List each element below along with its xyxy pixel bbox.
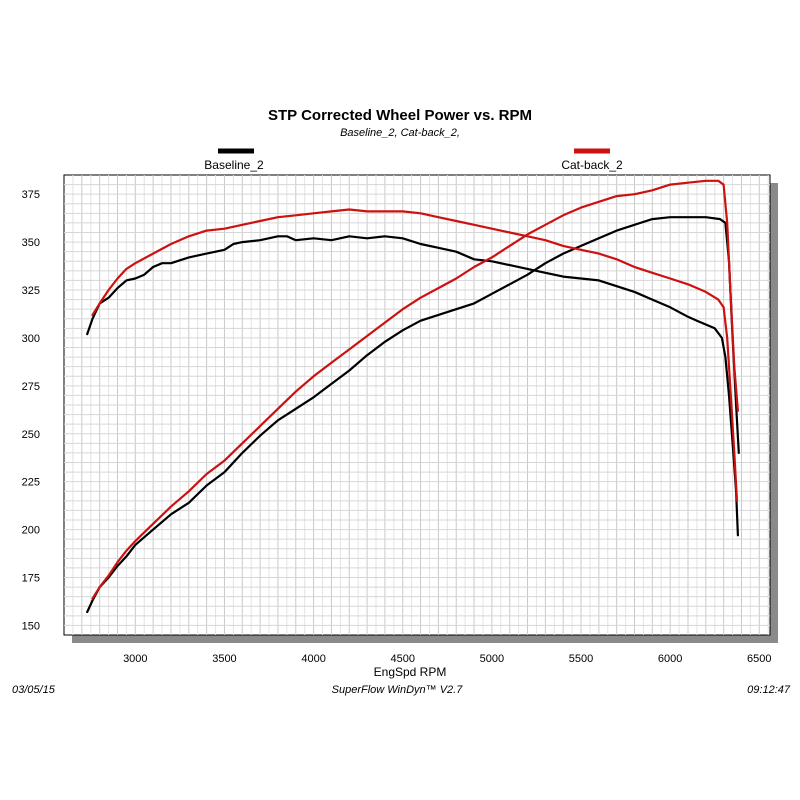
chart-subtitle: Baseline_2, Cat-back_2, bbox=[340, 127, 460, 139]
y-tick-label: 300 bbox=[22, 333, 40, 345]
y-axis-ticks: 150 175 200 225 250 275 300 325 350 375 bbox=[22, 189, 40, 632]
x-tick-label: 4500 bbox=[390, 653, 414, 665]
x-tick-label: 5500 bbox=[569, 653, 593, 665]
y-tick-label: 200 bbox=[22, 525, 40, 537]
footer-software: SuperFlow WinDyn™ V2.7 bbox=[332, 684, 464, 696]
footer-time: 09:12:47 bbox=[747, 684, 791, 696]
y-tick-label: 375 bbox=[22, 189, 40, 201]
series-layer bbox=[86, 179, 740, 614]
series-line-cat-back-2-torque bbox=[91, 179, 739, 600]
x-tick-label: 6000 bbox=[658, 653, 682, 665]
x-tick-label: 4000 bbox=[301, 653, 325, 665]
y-tick-label: 275 bbox=[22, 381, 40, 393]
x-axis-title: EngSpd RPM bbox=[374, 665, 447, 679]
y-tick-label: 175 bbox=[22, 573, 40, 585]
y-tick-label: 225 bbox=[22, 477, 40, 489]
y-tick-label: 250 bbox=[22, 429, 40, 441]
x-axis-ticks: 3000 3500 4000 4500 5000 5500 6000 6500 bbox=[123, 653, 771, 665]
series-line-baseline-2-power bbox=[86, 235, 739, 537]
series-line-baseline-2-torque bbox=[86, 216, 740, 614]
x-tick-label: 3500 bbox=[212, 653, 236, 665]
chart-title: STP Corrected Wheel Power vs. RPM bbox=[268, 107, 532, 124]
series-line-cat-back-2-power bbox=[91, 208, 739, 502]
x-tick-label: 5000 bbox=[480, 653, 504, 665]
y-tick-label: 325 bbox=[22, 285, 40, 297]
y-tick-label: 350 bbox=[22, 237, 40, 249]
footer-date: 03/05/15 bbox=[12, 684, 56, 696]
x-tick-label: 6500 bbox=[747, 653, 771, 665]
x-tick-label: 3000 bbox=[123, 653, 147, 665]
y-tick-label: 150 bbox=[22, 620, 40, 632]
legend-label-baseline: Baseline_2 bbox=[204, 158, 264, 172]
legend-label-catback: Cat-back_2 bbox=[561, 158, 623, 172]
